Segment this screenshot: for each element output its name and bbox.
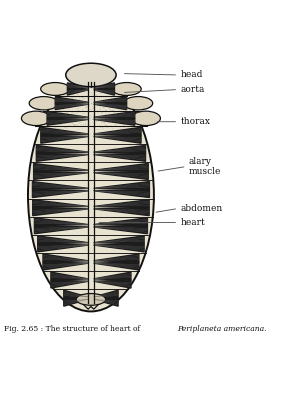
Ellipse shape [66, 63, 116, 87]
Polygon shape [94, 254, 139, 262]
Polygon shape [51, 280, 88, 288]
Polygon shape [47, 111, 88, 119]
Polygon shape [94, 290, 118, 298]
Polygon shape [51, 272, 88, 280]
Polygon shape [94, 182, 149, 190]
Text: abdomen: abdomen [181, 204, 223, 213]
Text: alary
muscle: alary muscle [189, 156, 221, 176]
Text: thorax: thorax [181, 117, 210, 126]
Polygon shape [94, 272, 131, 280]
Text: head: head [181, 71, 203, 79]
Polygon shape [36, 153, 88, 161]
Polygon shape [41, 127, 88, 135]
Polygon shape [94, 236, 144, 244]
Polygon shape [94, 164, 148, 172]
Ellipse shape [124, 97, 153, 110]
Polygon shape [94, 207, 149, 215]
Polygon shape [43, 254, 88, 262]
Polygon shape [55, 97, 88, 103]
Polygon shape [67, 83, 88, 89]
Polygon shape [94, 244, 144, 252]
Polygon shape [94, 172, 148, 180]
Polygon shape [94, 218, 147, 226]
Ellipse shape [76, 294, 106, 305]
Ellipse shape [131, 111, 160, 126]
Polygon shape [33, 207, 88, 215]
Polygon shape [38, 236, 88, 244]
Polygon shape [94, 89, 114, 95]
Polygon shape [94, 145, 146, 153]
Polygon shape [94, 298, 118, 306]
Polygon shape [94, 103, 127, 110]
Text: Periplaneta americana.: Periplaneta americana. [177, 325, 267, 333]
Polygon shape [43, 262, 88, 270]
Text: aorta: aorta [181, 85, 205, 94]
Ellipse shape [112, 83, 141, 95]
Polygon shape [94, 127, 141, 135]
Text: heart: heart [181, 218, 205, 227]
Polygon shape [34, 218, 88, 226]
Text: Fig. 2.65 : The structure of heart of: Fig. 2.65 : The structure of heart of [4, 325, 143, 333]
Polygon shape [32, 182, 88, 190]
Ellipse shape [28, 79, 154, 312]
Polygon shape [94, 280, 131, 288]
Polygon shape [55, 103, 88, 110]
Ellipse shape [21, 111, 51, 126]
Polygon shape [34, 172, 88, 180]
Polygon shape [94, 200, 149, 207]
Polygon shape [32, 190, 88, 198]
Ellipse shape [41, 83, 70, 95]
Polygon shape [67, 89, 88, 95]
Polygon shape [34, 226, 88, 234]
Polygon shape [34, 164, 88, 172]
Polygon shape [94, 153, 146, 161]
Polygon shape [64, 290, 88, 298]
Polygon shape [36, 145, 88, 153]
Polygon shape [33, 200, 88, 207]
Polygon shape [94, 97, 127, 103]
Polygon shape [38, 244, 88, 252]
Polygon shape [94, 111, 135, 119]
Ellipse shape [29, 97, 58, 110]
Polygon shape [94, 262, 139, 270]
Polygon shape [47, 119, 88, 125]
Polygon shape [94, 190, 149, 198]
Polygon shape [64, 298, 88, 306]
Polygon shape [94, 119, 135, 125]
Polygon shape [94, 135, 141, 143]
Polygon shape [94, 83, 114, 89]
Polygon shape [94, 226, 147, 234]
Polygon shape [41, 135, 88, 143]
